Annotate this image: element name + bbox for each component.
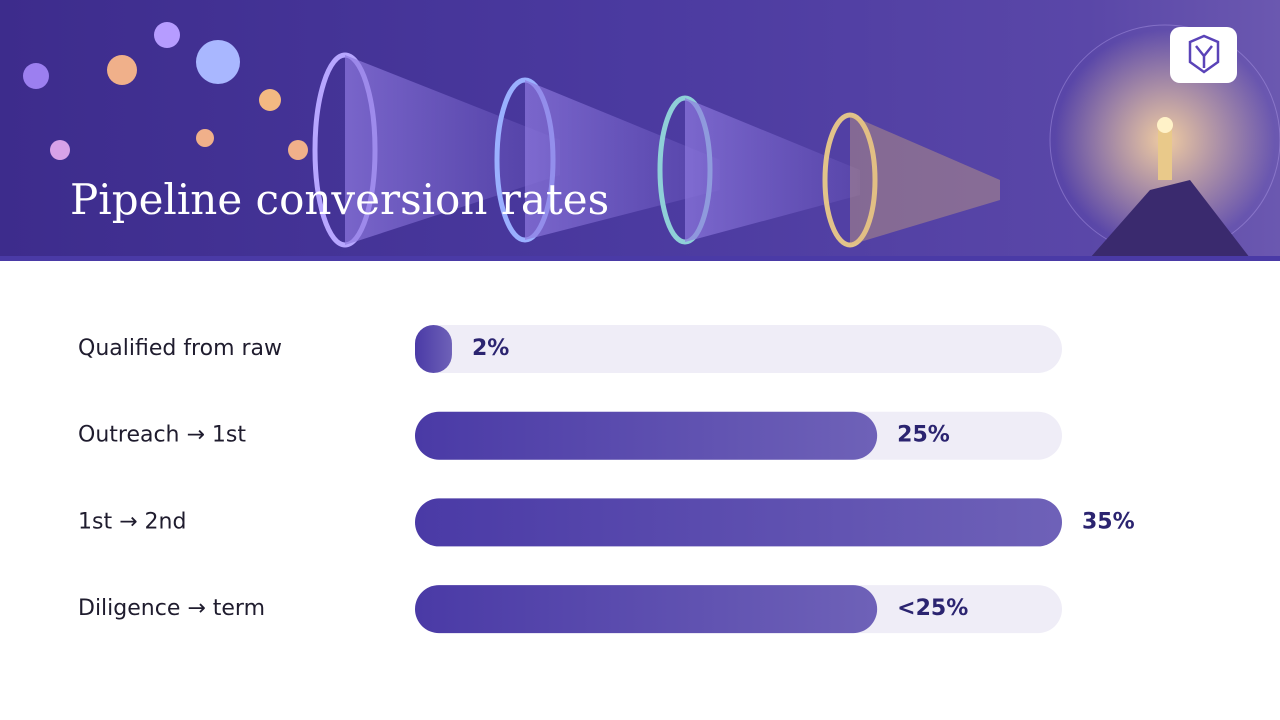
value-label: 25% (897, 423, 950, 448)
category-label: Diligence → term (78, 596, 265, 621)
bar (415, 585, 878, 634)
category-label: 1st → 2nd (78, 509, 186, 534)
bar (415, 411, 878, 460)
bar-track (415, 325, 1062, 373)
value-label: 2% (472, 336, 509, 361)
bar (415, 498, 1062, 547)
value-label: <25% (897, 596, 968, 621)
category-label: Qualified from raw (78, 336, 282, 361)
bar (415, 325, 452, 373)
category-label: Outreach → 1st (78, 423, 246, 448)
banner (0, 0, 1280, 261)
slide-title: Pipeline conversion rates (70, 175, 609, 224)
value-label: 35% (1082, 509, 1135, 534)
